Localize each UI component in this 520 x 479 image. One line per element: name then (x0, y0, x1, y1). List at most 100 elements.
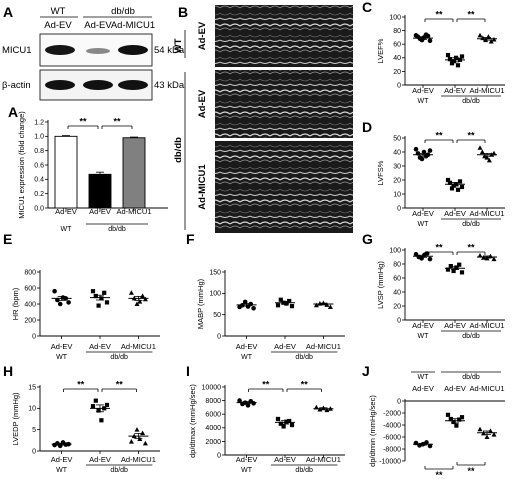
data-point-h (96, 408, 101, 413)
blot-band-actin-dbdb-micu1 (118, 80, 148, 90)
chart-panel-h: H 0 5 10 15 LVEDP (mmHg) Ad-EV Ad-EV Ad-MICU1 WT d… (3, 363, 160, 474)
echo-row-3-label: Ad-MICU1 (197, 164, 208, 210)
y-tick-label-c: 100 (389, 14, 401, 21)
echo-row-2-label: Ad-EV (197, 89, 208, 118)
y-tick-label-i: 10000 (202, 384, 222, 391)
y-tick-label-e: 0 (32, 333, 36, 340)
category-label-d: Ad-MICU1 (469, 209, 504, 218)
echo-image-wt (215, 5, 353, 67)
data-point-j (448, 416, 453, 422)
y-tick-label-a: 0.2 (34, 191, 44, 198)
category-label-j: Ad-EV (412, 384, 434, 393)
data-point-g (457, 262, 462, 267)
y-tick-label-g: 100 (389, 247, 401, 254)
data-point-h (104, 402, 110, 408)
y-tick-label-h: 10 (28, 406, 36, 413)
data-point-e (102, 290, 107, 295)
data-point-d (455, 187, 461, 192)
sig-marker-c: ** (467, 10, 475, 20)
data-point-f (313, 302, 319, 308)
group-label-wt-e: WT (56, 354, 68, 361)
panel-label-b: B (178, 4, 188, 20)
data-point-g (448, 264, 453, 269)
panel-a: A WT db/db Ad-EV Ad-EV Ad-MICU1 MICU1 β-… (2, 4, 185, 101)
y-tick-label-i: 0 (217, 452, 221, 459)
y-tick-label-j: 0 (397, 398, 401, 405)
data-point-e (52, 288, 57, 294)
y-tick-label-i: 2000 (205, 439, 221, 446)
group-label-wt-i: WT (241, 467, 253, 474)
chart-panel-e: E 0 200 400 600 800 HR (bpm) Ad-EV Ad-EV Ad-MICU1… (3, 231, 160, 361)
echo-row-1-label: Ad-EV (197, 21, 208, 50)
category-label-e: Ad-EV (89, 342, 111, 351)
y-tick-label-j: -4000 (383, 422, 401, 429)
panel-label-g: G (362, 231, 373, 247)
y-tick-label-h: 0 (32, 448, 36, 455)
data-point-c (451, 59, 457, 64)
category-label-h: Ad-EV (89, 455, 111, 464)
data-point-d (413, 146, 419, 152)
y-tick-label-d: 50 (393, 135, 401, 142)
data-point-j (459, 415, 465, 420)
blot-band-actin-dbdb-ev (83, 80, 113, 90)
group-label-wt-c: WT (418, 98, 430, 105)
sig-marker-a: ** (113, 117, 121, 127)
y-tick-label-c: 20 (393, 69, 401, 76)
sig-marker-d: ** (435, 131, 443, 141)
data-point-c (459, 54, 465, 59)
group-label-dbdb-c: db/db (462, 98, 480, 105)
data-point-d (445, 177, 451, 183)
echo-dbdb-label: db/db (173, 137, 184, 163)
group-label-dbdb-j: db/db (462, 374, 480, 381)
category-label-f: Ad-EV (236, 342, 258, 351)
panel-label-a: A (3, 4, 13, 20)
category-label-h: Ad-MICU1 (121, 455, 156, 464)
sig-marker-i: ** (262, 380, 270, 390)
data-point-g (454, 265, 459, 270)
y-tick-label-j: -10000 (379, 458, 401, 465)
category-label-d: Ad-EV (444, 209, 466, 218)
y-tick-label-e: 600 (24, 285, 36, 292)
data-point-h (128, 439, 134, 444)
data-point-f (287, 298, 292, 304)
data-point-e (104, 300, 110, 305)
category-label-c: Ad-MICU1 (469, 86, 504, 95)
blot-band-micu1-dbdb-ev (86, 48, 110, 54)
data-point-j (457, 417, 462, 422)
bar-a (54, 135, 78, 209)
category-label-g: Ad-EV (444, 321, 466, 330)
data-point-g (451, 268, 456, 274)
panel-label-d: D (362, 119, 372, 135)
data-point-h (99, 418, 104, 423)
panel-label-f: F (186, 231, 195, 247)
sig-marker-h: ** (116, 380, 124, 390)
group-label-dbdb-h: db/db (110, 467, 128, 474)
y-tick-label-e: 200 (24, 317, 36, 324)
data-point-c (447, 57, 453, 62)
data-point-f (248, 301, 254, 307)
y-tick-label-d: 20 (393, 177, 401, 184)
data-point-f (284, 301, 289, 306)
data-point-g (427, 256, 433, 262)
category-label-g: Ad-EV (412, 321, 434, 330)
blot-row-2-size: 43 kDa (154, 80, 185, 91)
panel-label-c: C (362, 0, 372, 15)
sig-marker-c: ** (435, 10, 443, 20)
echo-wt-label: WT (173, 38, 184, 53)
y-tick-label-d: 40 (393, 149, 401, 156)
data-point-c (488, 38, 494, 44)
sig-marker-g: ** (435, 243, 443, 253)
category-label-h: Ad-EV (51, 455, 73, 464)
data-point-e (128, 290, 134, 295)
category-label-a: Ad-EV (89, 207, 111, 216)
y-tick-label-g: 20 (393, 303, 401, 310)
y-tick-label-h: 15 (28, 384, 36, 391)
y-axis-label-h: LVEDP (mmHg) (11, 392, 20, 446)
category-label-e: Ad-EV (51, 342, 73, 351)
data-point-f (275, 303, 281, 308)
data-point-i (284, 419, 289, 424)
echo-image-dbdb-micu1 (215, 141, 353, 233)
y-tick-label-d: 0 (397, 205, 401, 212)
